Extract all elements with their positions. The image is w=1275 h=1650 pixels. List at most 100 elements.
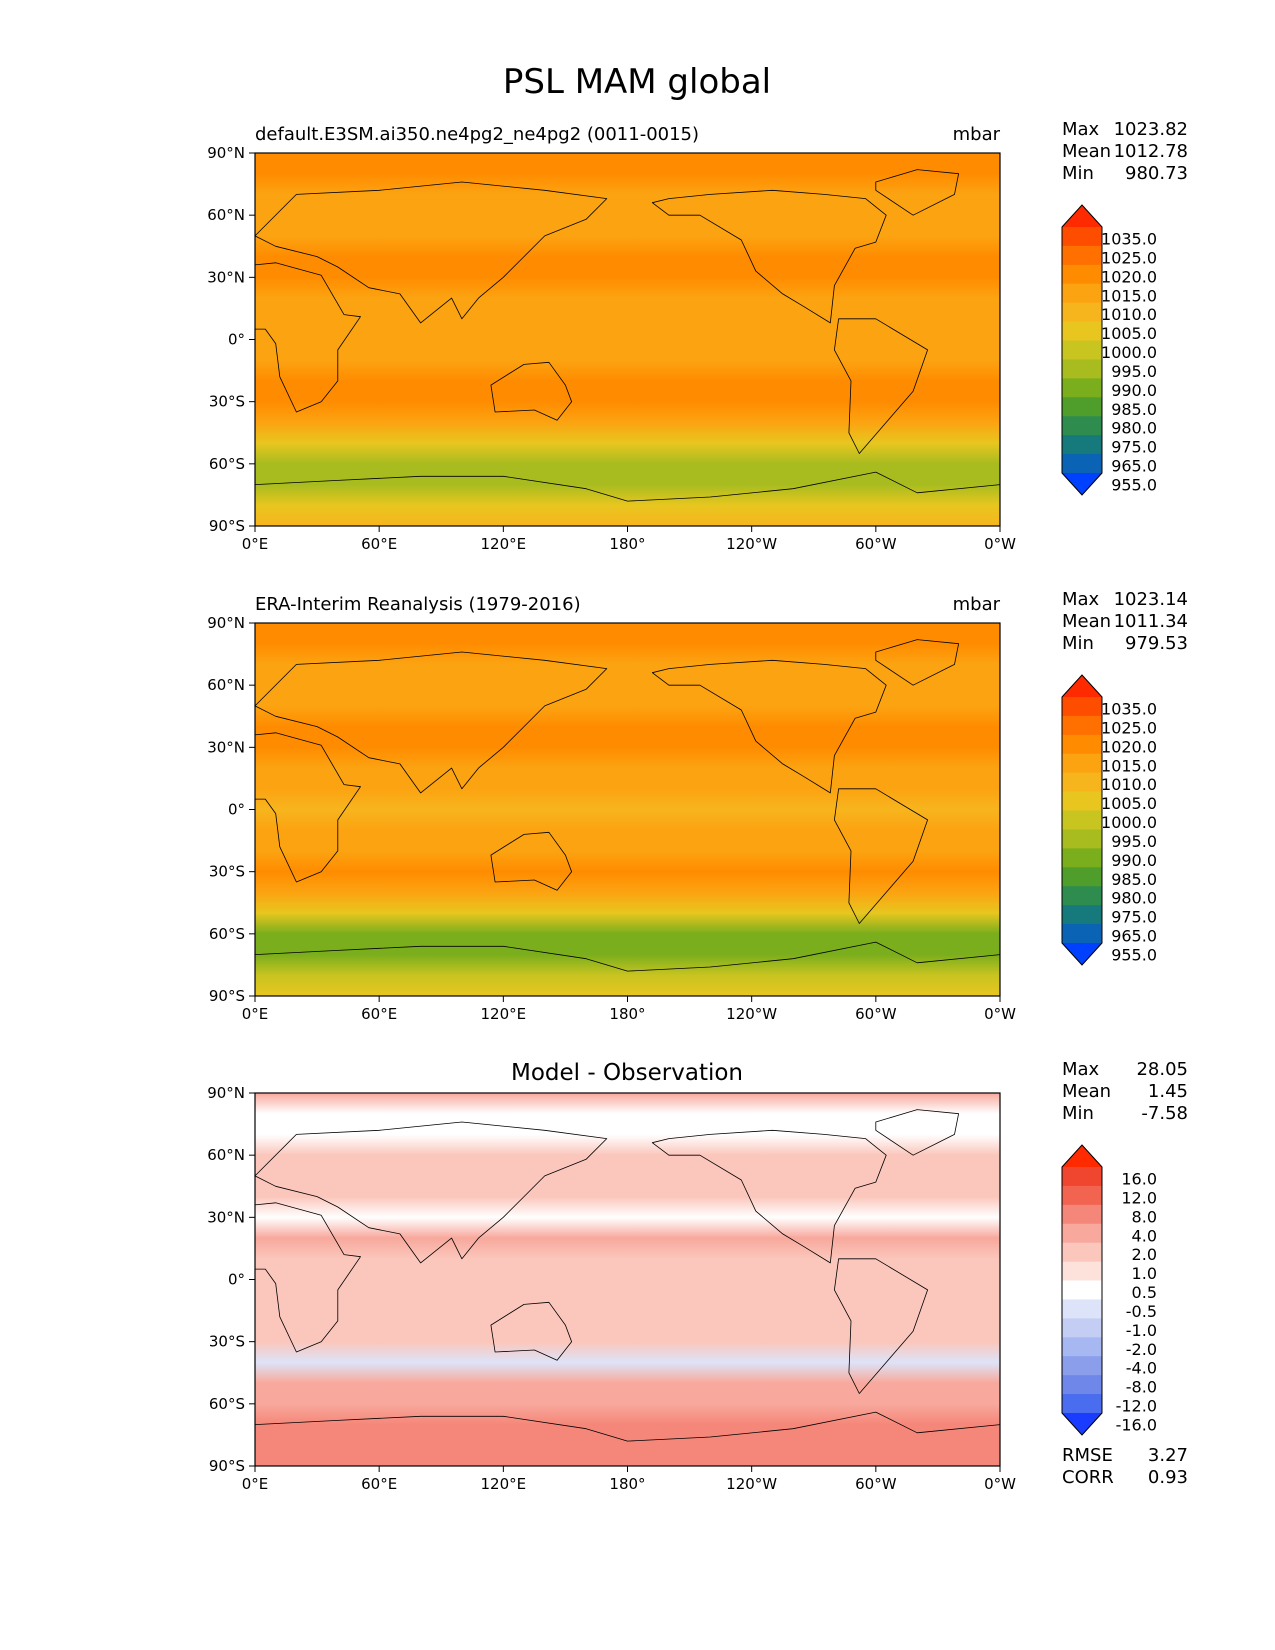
lon-tick-label: 120°E: [481, 535, 527, 553]
colorbar-model: 1035.01025.01020.01015.01010.01005.01000…: [1061, 204, 1157, 496]
colorbar-segment: [1062, 1261, 1102, 1282]
lon-tick-label: 120°W: [726, 1475, 777, 1493]
colorbar-segment: [1062, 810, 1102, 830]
colorbar-tick-label: -4.0: [1126, 1359, 1157, 1378]
lon-tick-label: 0°E: [242, 535, 269, 553]
colorbar-segment: [1062, 772, 1102, 793]
colorbar-segment: [1062, 1299, 1102, 1319]
lon-tick-label: 0°E: [242, 1005, 269, 1023]
colorbar-segment: [1062, 359, 1102, 379]
colorbar-extend-max: [1062, 675, 1102, 697]
colorbar-tick-label: -0.5: [1126, 1302, 1157, 1321]
lon-tick-label: 120°E: [481, 1005, 527, 1023]
corr-label: CORR: [1062, 1467, 1114, 1488]
lon-tick-label: 60°E: [361, 535, 397, 553]
stat-label-max: Max: [1062, 119, 1100, 140]
colorbar-segment: [1062, 1242, 1102, 1263]
lat-tick-label: 90°N: [207, 144, 245, 162]
colorbar-segment: [1062, 867, 1102, 887]
colorbar-segment: [1062, 302, 1102, 323]
colorbar-tick-label: -12.0: [1116, 1397, 1157, 1416]
lon-tick-label: 60°W: [855, 1475, 897, 1493]
lat-tick-label: 0°: [228, 331, 245, 349]
colorbar-segment: [1062, 340, 1102, 360]
lon-tick-label: 120°W: [726, 535, 777, 553]
lat-tick-label: 30°S: [209, 1333, 245, 1351]
colorbar-tick-label: 16.0: [1121, 1170, 1157, 1189]
colorbar-outline: [1061, 1144, 1103, 1436]
stat-value-max: 1023.82: [1114, 119, 1188, 140]
map-diff: [255, 1093, 1000, 1466]
colorbar-tick-label: 1010.0: [1101, 305, 1157, 324]
colorbar-tick-label: 965.0: [1111, 927, 1157, 946]
colorbar-tick-label: 1035.0: [1101, 230, 1157, 249]
colorbar-segment: [1062, 829, 1102, 849]
landmass-eurasia: [254, 181, 608, 324]
panel-diff-title: Model - Observation: [511, 1060, 743, 1086]
lon-tick-label: 0°E: [242, 1475, 269, 1493]
colorbar-segment: [1062, 321, 1102, 342]
panel-obs-units: mbar: [953, 594, 1001, 615]
lat-tick-label: 0°: [228, 1271, 245, 1289]
colorbar-segment: [1062, 1167, 1102, 1187]
colorbar-segment: [1062, 791, 1102, 812]
colorbar-segment: [1062, 1356, 1102, 1376]
lat-tick-label: 60°S: [209, 455, 245, 473]
colorbar-extend-min: [1062, 1413, 1102, 1435]
lon-tick-label: 120°W: [726, 1005, 777, 1023]
colorbar-tick-label: 990.0: [1111, 381, 1157, 400]
stat-value-mean: 1.45: [1148, 1081, 1188, 1102]
lat-tick-label: 90°S: [209, 517, 245, 535]
rmse-label: RMSE: [1062, 1445, 1113, 1466]
colorbar-tick-label: 1020.0: [1101, 267, 1157, 286]
lon-tick-label: 60°W: [855, 535, 897, 553]
lat-tick-label: 90°N: [207, 1084, 245, 1102]
colorbar-segment: [1062, 848, 1102, 868]
corr-value: 0.93: [1148, 1467, 1188, 1488]
lon-tick-label: 0°W: [984, 1005, 1016, 1023]
rmse-value: 3.27: [1148, 1445, 1188, 1466]
lon-tick-label: 60°E: [361, 1475, 397, 1493]
lat-tick-label: 30°S: [209, 393, 245, 411]
colorbar-tick-label: 985.0: [1111, 400, 1157, 419]
colorbar-extend-max: [1062, 1145, 1102, 1167]
colorbar-tick-label: -8.0: [1126, 1378, 1157, 1397]
colorbar-outline: [1061, 674, 1103, 966]
colorbar-segment: [1062, 1185, 1102, 1206]
colorbar-segment: [1062, 1337, 1102, 1357]
landmass-africa: [254, 732, 361, 883]
stat-label-mean: Mean: [1062, 611, 1111, 632]
panel-model-title: default.E3SM.ai350.ne4pg2_ne4pg2 (0011-0…: [255, 124, 699, 145]
colorbar-diff: 16.012.08.04.02.01.00.5-0.5-1.0-2.0-4.0-…: [1061, 1144, 1157, 1436]
colorbar-tick-label: -2.0: [1126, 1340, 1157, 1359]
colorbar-tick-label: 980.0: [1111, 419, 1157, 438]
colorbar-segment: [1062, 435, 1102, 455]
stat-label-max: Max: [1062, 589, 1100, 610]
lon-tick-label: 120°E: [481, 1475, 527, 1493]
colorbar-tick-label: 1000.0: [1101, 813, 1157, 832]
landmass-eurasia: [254, 1121, 608, 1264]
stat-label-min: Min: [1062, 1103, 1094, 1124]
colorbar-tick-label: 0.5: [1132, 1283, 1157, 1302]
colorbar-segment: [1062, 886, 1102, 906]
lon-tick-label: 60°W: [855, 1005, 897, 1023]
colorbar-tick-label: 965.0: [1111, 457, 1157, 476]
colorbar-tick-label: 1005.0: [1101, 794, 1157, 813]
colorbar-segment: [1062, 227, 1102, 247]
colorbar-segment: [1062, 378, 1102, 398]
colorbar-segment: [1062, 1204, 1102, 1225]
landmass-south-america: [834, 318, 928, 454]
colorbar-tick-label: 985.0: [1111, 870, 1157, 889]
colorbar-segment: [1062, 753, 1102, 774]
colorbar-tick-label: 12.0: [1121, 1188, 1157, 1207]
lon-tick-label: 0°W: [984, 1475, 1016, 1493]
colorbar-tick-label: 1000.0: [1101, 343, 1157, 362]
stat-value-min: 980.73: [1125, 163, 1188, 184]
colorbar-segment: [1062, 1394, 1102, 1414]
colorbar-segment: [1062, 924, 1102, 944]
colorbar-tick-label: -1.0: [1126, 1321, 1157, 1340]
landmass-africa: [254, 262, 361, 413]
colorbar-segment: [1062, 245, 1102, 266]
lat-tick-label: 0°: [228, 801, 245, 819]
